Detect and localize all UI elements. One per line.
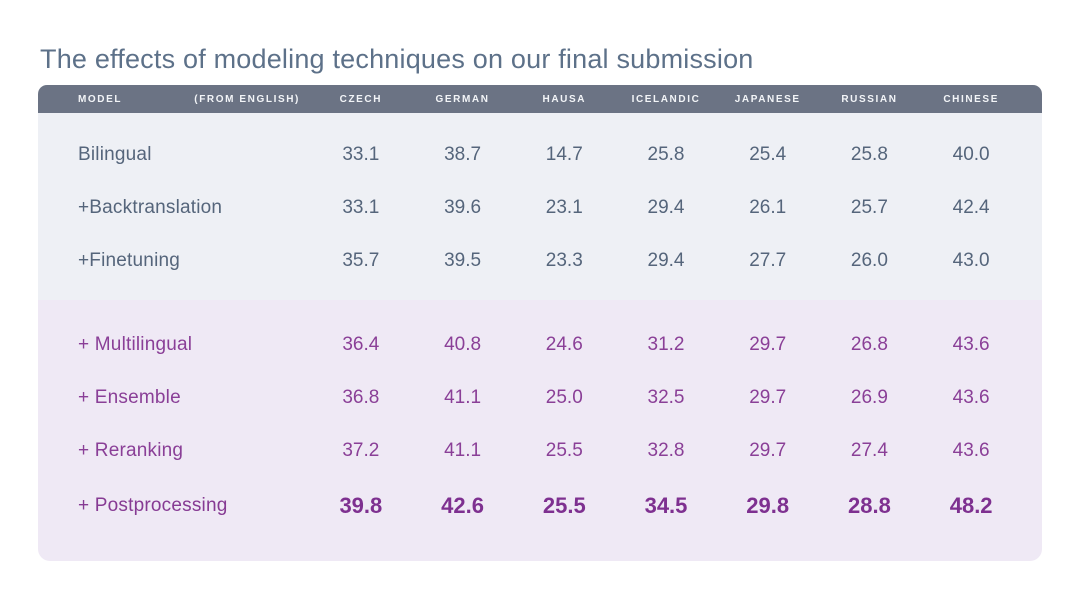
row-label: + Postprocessing [78,495,228,516]
cell-value: 42.6 [441,493,484,518]
cell-value: 29.8 [746,493,790,518]
cell-value: 25.7 [850,196,888,218]
page-title: The effects of modeling techniques on ou… [40,44,754,74]
cell-value: 42.4 [952,196,990,218]
table-row-bilingual: Bilingual 33.1 38.7 14.7 25.8 25.4 25.8 … [38,128,1042,181]
cell-value: 43.6 [952,386,990,408]
cell-value: 26.9 [850,386,888,408]
cell-value: 26.8 [850,333,888,355]
table-row-multilingual: + Multilingual 36.4 40.8 24.6 31.2 29.7 … [38,318,1042,371]
cell-value: 27.7 [749,249,787,271]
column-header-czech: CZECH [339,93,383,105]
cell-value: 29.7 [749,386,787,408]
table-row-backtranslation: +Backtranslation 33.1 39.6 23.1 29.4 26.… [38,181,1042,234]
cell-value: 25.8 [647,143,685,165]
cell-value: 37.2 [342,439,380,461]
cell-value: 39.6 [444,196,482,218]
cell-value: 43.6 [952,333,990,355]
table-header-row: MODEL (FROM ENGLISH) CZECH GERMAN HAUSA … [38,85,1042,113]
row-label: +Backtranslation [78,196,223,218]
cell-value: 26.1 [749,196,787,218]
cell-value: 29.7 [749,439,787,461]
cell-value: 33.1 [342,143,380,165]
cell-value: 28.8 [848,493,891,518]
cell-value: 39.5 [444,249,482,271]
cell-value: 39.8 [339,493,383,518]
row-label: +Finetuning [78,249,181,271]
cell-value: 40.0 [952,143,990,165]
cell-value: 38.7 [444,143,482,165]
cell-value: 14.7 [545,143,583,165]
column-header-japanese: JAPANESE [734,93,801,105]
cell-value: 48.2 [949,493,993,518]
cell-value: 41.1 [444,386,482,408]
results-table: MODEL (FROM ENGLISH) CZECH GERMAN HAUSA … [38,85,1042,561]
row-label: + Ensemble [78,386,181,408]
cell-value: 36.8 [342,386,380,408]
table-row-postprocessing: + Postprocessing 39.8 42.6 25.5 34.5 29.… [38,477,1042,535]
multilingual-section: + Multilingual 36.4 40.8 24.6 31.2 29.7 … [38,300,1042,561]
cell-value: 25.4 [749,143,787,165]
model-header-cell: MODEL (FROM ENGLISH) [38,94,310,105]
row-label: + Multilingual [78,333,193,355]
column-header-model: MODEL [78,93,123,105]
column-header-hausa: HAUSA [542,93,587,105]
column-header-chinese: CHINESE [943,93,999,105]
cell-value: 24.6 [545,333,583,355]
table-row-reranking: + Reranking 37.2 41.1 25.5 32.8 29.7 27.… [38,424,1042,477]
column-header-german: GERMAN [435,93,490,105]
cell-value: 26.0 [850,249,888,271]
cell-value: 29.7 [749,333,787,355]
cell-value: 25.8 [850,143,888,165]
table-row-finetuning: +Finetuning 35.7 39.5 23.3 29.4 27.7 26.… [38,234,1042,287]
cell-value: 33.1 [342,196,380,218]
cell-value: 29.4 [647,196,685,218]
cell-value: 41.1 [444,439,482,461]
cell-value: 43.6 [952,439,990,461]
cell-value: 35.7 [342,249,380,271]
cell-value: 27.4 [850,439,888,461]
cell-value: 29.4 [647,249,685,271]
cell-value: 34.5 [644,493,688,518]
cell-value: 23.3 [545,249,583,271]
cell-value: 32.8 [647,439,685,461]
table-row-ensemble: + Ensemble 36.8 41.1 25.0 32.5 29.7 26.9… [38,371,1042,424]
cell-value: 25.5 [545,439,583,461]
row-label: + Reranking [78,439,184,461]
column-header-from-english: (FROM ENGLISH) [194,93,300,105]
column-header-icelandic: ICELANDIC [631,93,701,105]
cell-value: 25.5 [542,493,586,518]
cell-value: 23.1 [545,196,583,218]
cell-value: 32.5 [647,386,685,408]
cell-value: 43.0 [952,249,990,271]
cell-value: 36.4 [342,333,380,355]
bilingual-section: Bilingual 33.1 38.7 14.7 25.8 25.4 25.8 … [38,113,1042,300]
column-header-russian: RUSSIAN [841,93,898,105]
cell-value: 40.8 [444,333,482,355]
cell-value: 25.0 [545,386,583,408]
cell-value: 31.2 [647,333,685,355]
row-label: Bilingual [78,143,152,165]
